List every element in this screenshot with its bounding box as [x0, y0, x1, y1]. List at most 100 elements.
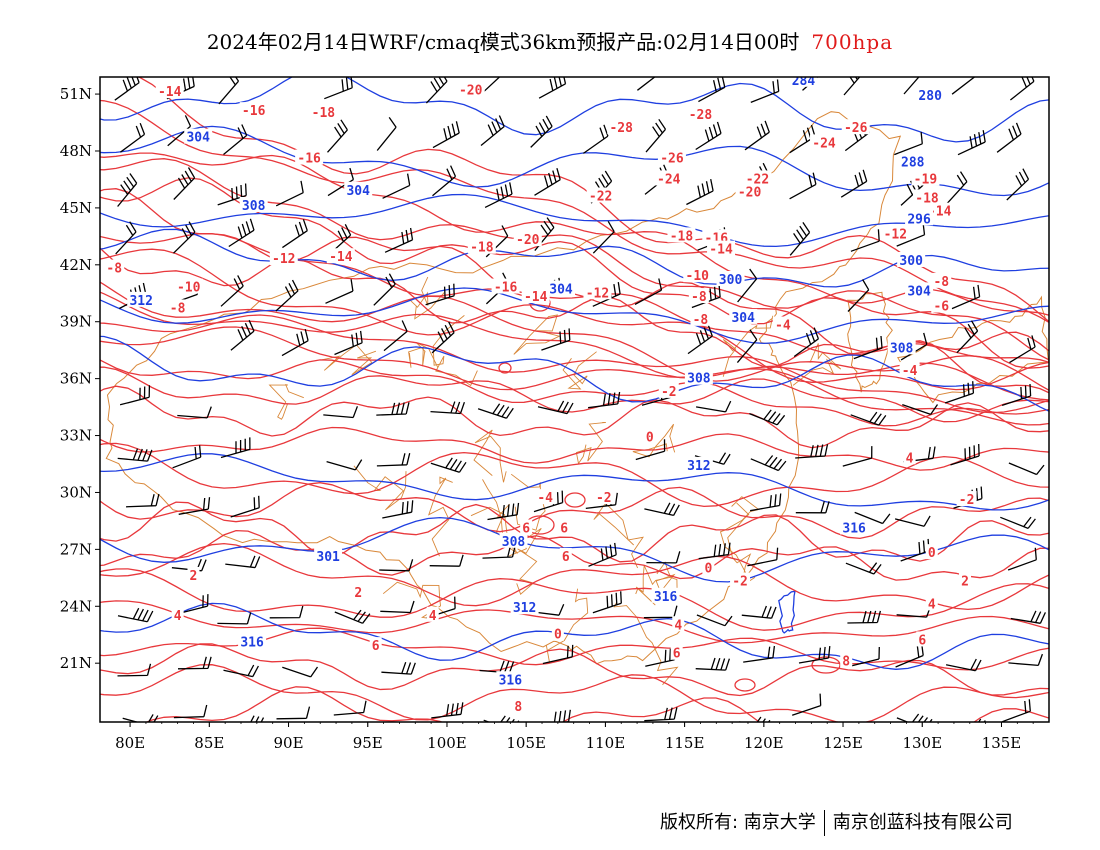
wind-barb — [380, 600, 415, 614]
lat-tick-label: 36N — [60, 370, 92, 388]
wind-barb — [376, 453, 411, 467]
wind-barb — [120, 122, 146, 153]
temperature-isotherm — [100, 426, 1049, 471]
temperature-label-bg — [916, 631, 929, 647]
wind-barb — [644, 502, 680, 517]
wind-barb — [275, 180, 304, 207]
wind-barb — [325, 279, 354, 304]
wind-barb — [695, 400, 732, 413]
wind-barb — [996, 122, 1022, 153]
lat-tick-label: 39N — [60, 313, 92, 331]
wind-barb — [1058, 441, 1089, 458]
wind-barb — [425, 77, 448, 104]
temperature-label: -20 — [738, 186, 762, 201]
temperature-label-bg — [535, 489, 556, 505]
height-label-bg — [840, 519, 869, 535]
temperature-label: -16 — [297, 152, 321, 167]
province-border — [719, 496, 760, 573]
temperature-label-bg — [559, 547, 572, 563]
height-label: 284 — [792, 74, 816, 89]
company-text: 南京创蓝科技有限公司 — [832, 812, 1013, 833]
wind-barb — [228, 218, 255, 248]
lon-tick-label: 110E — [586, 734, 626, 752]
wind-barb — [696, 614, 733, 627]
temperature-label-bg — [426, 606, 439, 622]
temperature-label: -2 — [959, 493, 975, 508]
temperature-isotherm — [100, 99, 1049, 324]
lat-tick-label: 42N — [60, 256, 92, 274]
wind-barb — [1062, 110, 1081, 143]
temperature-label: -26 — [660, 152, 684, 167]
province-border — [562, 351, 597, 390]
temperature-label: -4 — [902, 364, 918, 379]
wind-barb — [483, 715, 520, 722]
wind-barb — [382, 173, 411, 199]
wind-barb — [230, 495, 260, 518]
temperature-label-bg — [657, 149, 686, 165]
wind-barb — [1008, 653, 1044, 667]
wind-barb — [789, 222, 811, 256]
temperature-label-bg — [925, 595, 938, 611]
temperature-label: -8 — [933, 275, 949, 290]
temperature-label-bg — [925, 544, 938, 560]
temperature-label-bg — [702, 559, 715, 575]
wind-barb — [223, 124, 248, 156]
height-label-bg — [239, 197, 268, 212]
temperature-label-bg — [295, 149, 324, 165]
wind-barb — [894, 131, 923, 156]
temperature-label: -28 — [609, 121, 633, 136]
temperature-label-bg — [586, 187, 615, 203]
temperature-label: -14 — [329, 250, 353, 265]
temperature-label-bg — [269, 250, 298, 266]
wind-barb — [945, 658, 982, 672]
wind-barb — [850, 229, 880, 252]
wind-barb — [376, 117, 397, 151]
wind-barb — [530, 115, 553, 148]
wind-barb — [749, 493, 782, 512]
lat-tick-label: 33N — [60, 427, 92, 445]
temperature-isotherm — [100, 664, 1049, 722]
temperature-label-bg — [174, 278, 203, 294]
lon-tick-label: 95E — [353, 734, 383, 752]
temperature-label-bg — [491, 278, 520, 294]
temperature-label-bg — [735, 183, 764, 199]
temperature-label: -22 — [746, 172, 769, 187]
taiwan-outline — [778, 590, 796, 634]
temperature-label-bg — [593, 489, 614, 505]
temperature-label: -8 — [693, 313, 709, 328]
wind-barb — [218, 77, 240, 105]
wind-barb — [117, 448, 153, 462]
wind-barb — [537, 400, 574, 415]
temperature-isotherm — [100, 568, 1049, 631]
wind-barb — [749, 409, 786, 426]
height-contours — [100, 77, 1049, 670]
wind-barb — [698, 77, 726, 103]
wind-barb — [276, 706, 311, 720]
temperature-label: -8 — [170, 301, 186, 316]
temperature-label: -16 — [242, 104, 266, 119]
wind-barb — [430, 457, 467, 473]
wind-barb — [373, 273, 396, 306]
wind-barb — [324, 77, 353, 100]
height-label-bg — [898, 153, 927, 169]
temperature-label: 4 — [906, 451, 914, 466]
temperature-label-bg — [702, 229, 731, 245]
wind-barb — [541, 328, 571, 351]
temperature-cell — [811, 656, 841, 674]
temperature-label: -19 — [914, 172, 937, 187]
wind-barb — [854, 511, 891, 525]
wind-barb — [588, 542, 617, 567]
wind-barb — [847, 279, 870, 312]
height-label: 308 — [502, 535, 526, 550]
height-contour — [100, 193, 1049, 248]
wind-barb — [1001, 383, 1032, 407]
wind-barb — [487, 502, 520, 521]
temperature-label: -16 — [494, 281, 518, 296]
wind-barb — [220, 275, 244, 307]
temperature-label-bg — [840, 652, 853, 668]
temperature-label: -8 — [691, 290, 707, 305]
lon-tick-label: 120E — [744, 734, 784, 752]
wind-barb — [588, 391, 621, 409]
temperature-label-bg — [911, 170, 940, 186]
wind-barb — [750, 455, 787, 472]
